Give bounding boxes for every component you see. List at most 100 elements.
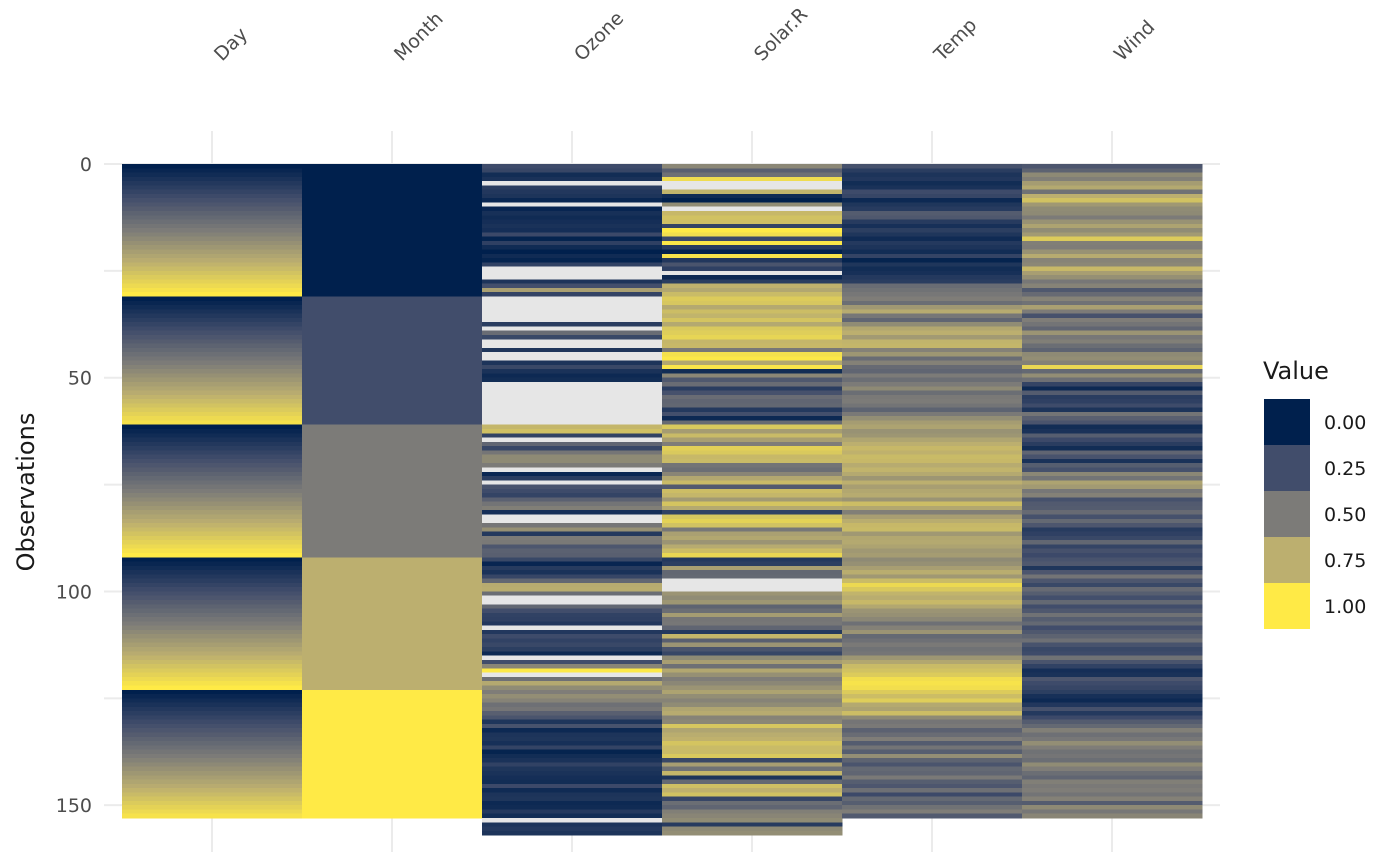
heatmap-cell <box>482 446 663 451</box>
heatmap-cell <box>122 629 303 635</box>
heatmap-cell <box>1022 458 1203 464</box>
heatmap-cell <box>842 672 1023 678</box>
heatmap-cell <box>482 373 663 379</box>
heatmap-cell <box>1022 535 1203 541</box>
heatmap-cell <box>1022 373 1203 379</box>
heatmap-cell <box>302 283 483 289</box>
heatmap-cell <box>842 629 1023 635</box>
heatmap-cell <box>662 313 843 319</box>
heatmap-cell <box>302 463 483 469</box>
heatmap-cell <box>302 565 483 571</box>
heatmap-cell <box>482 783 663 789</box>
heatmap-cell <box>482 416 663 422</box>
heatmap-cell <box>482 561 663 567</box>
heatmap-cell <box>842 253 1023 259</box>
heatmap-cell <box>122 647 303 652</box>
heatmap-cell <box>1022 723 1203 729</box>
heatmap-cell <box>482 369 663 375</box>
heatmap-cell <box>482 741 663 746</box>
heatmap-cell <box>122 275 303 281</box>
heatmap-cell <box>122 343 303 349</box>
heatmap-cell <box>842 211 1023 216</box>
heatmap-cell <box>122 514 303 520</box>
heatmap-cell <box>302 497 483 503</box>
heatmap-cell <box>302 437 483 443</box>
heatmap-cell <box>842 313 1023 319</box>
heatmap-cell <box>662 664 843 669</box>
heatmap-cell <box>842 625 1023 631</box>
heatmap-cell <box>1022 527 1203 533</box>
heatmap-cell <box>842 557 1023 563</box>
heatmap-cell <box>482 458 663 464</box>
heatmap-cell <box>122 621 303 627</box>
heatmap-cell <box>1022 223 1203 229</box>
heatmap-cell <box>662 287 843 293</box>
heatmap-cell <box>122 723 303 729</box>
heatmap-cell <box>662 621 843 627</box>
heatmap-cell <box>482 270 663 276</box>
heatmap-cell <box>302 788 483 793</box>
column-ozone <box>482 164 663 836</box>
heatmap-cell <box>842 164 1023 169</box>
heatmap-cell <box>1022 364 1203 370</box>
heatmap-cell <box>842 659 1023 665</box>
heatmap-cell <box>1022 681 1203 687</box>
heatmap-cell <box>302 322 483 328</box>
heatmap-cell <box>482 497 663 503</box>
heatmap-cell <box>302 659 483 665</box>
heatmap-cell <box>482 420 663 426</box>
heatmap-cell <box>842 488 1023 494</box>
heatmap-cell <box>842 698 1023 704</box>
heatmap-cell <box>122 249 303 255</box>
heatmap-cell <box>842 223 1023 229</box>
heatmap-cell <box>1022 258 1203 263</box>
heatmap-cell <box>482 215 663 221</box>
heatmap-cell <box>482 364 663 370</box>
heatmap-cell <box>122 617 303 622</box>
heatmap-cell <box>302 420 483 426</box>
heatmap-cell <box>662 587 843 593</box>
heatmap-cell <box>302 732 483 738</box>
heatmap-cell <box>662 570 843 575</box>
heatmap-cell <box>122 270 303 276</box>
heatmap-cell <box>842 403 1023 409</box>
heatmap-cell <box>1022 352 1203 357</box>
heatmap-cell <box>122 450 303 456</box>
heatmap-cell <box>1022 202 1203 208</box>
heatmap-cell <box>302 313 483 319</box>
heatmap-cell <box>302 317 483 323</box>
heatmap-cell <box>482 450 663 456</box>
heatmap-cell <box>1022 488 1203 494</box>
heatmap-cell <box>302 668 483 674</box>
heatmap-cell <box>1022 531 1203 537</box>
heatmap-cell <box>1022 510 1203 516</box>
heatmap-cell <box>1022 805 1203 811</box>
heatmap-cell <box>662 792 843 798</box>
heatmap-cell <box>302 198 483 204</box>
heatmap-cell <box>122 762 303 768</box>
heatmap-cell <box>122 706 303 712</box>
heatmap-cell <box>1022 463 1203 469</box>
heatmap-cell <box>1022 369 1203 375</box>
heatmap-cell <box>482 236 663 242</box>
heatmap-cell <box>482 578 663 584</box>
heatmap-cell <box>662 591 843 597</box>
heatmap-cell <box>302 587 483 593</box>
heatmap-cell <box>122 330 303 336</box>
heatmap-cell <box>482 347 663 353</box>
heatmap-cell <box>662 505 843 511</box>
heatmap-cell <box>122 561 303 567</box>
heatmap-cell <box>302 762 483 768</box>
heatmap-cell <box>842 232 1023 238</box>
heatmap-cell <box>302 480 483 486</box>
heatmap-cell <box>662 676 843 682</box>
heatmap-cell <box>122 211 303 216</box>
heatmap-cell <box>482 334 663 340</box>
legend-label: 0.25 <box>1324 458 1366 480</box>
heatmap-cell <box>842 587 1023 593</box>
heatmap-cell <box>842 279 1023 285</box>
heatmap-cell <box>842 758 1023 764</box>
heatmap-cell <box>122 805 303 811</box>
heatmap-cell <box>842 458 1023 464</box>
heatmap-cell <box>302 279 483 285</box>
